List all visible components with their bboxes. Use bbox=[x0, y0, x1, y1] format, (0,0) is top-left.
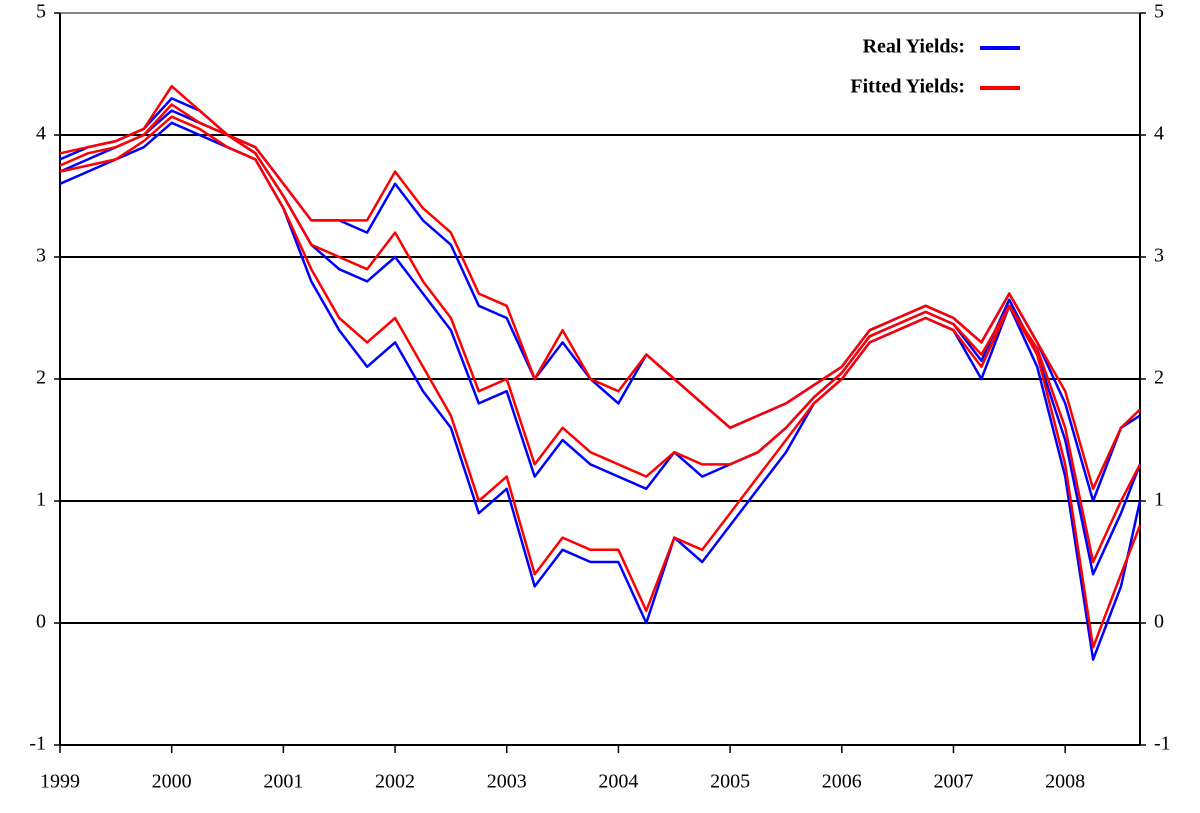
x-tick-label: 2003 bbox=[487, 771, 527, 793]
x-tick-label: 2007 bbox=[933, 771, 973, 793]
legend-label: Fitted Yields: bbox=[850, 76, 965, 98]
x-tick-label: 2002 bbox=[375, 771, 415, 793]
legend-label: Real Yields: bbox=[863, 36, 965, 58]
y2-tick-label: 1 bbox=[1154, 489, 1164, 511]
y2-tick-label: 4 bbox=[1154, 123, 1164, 145]
y-tick-label: 3 bbox=[36, 245, 46, 267]
y-tick-label: -1 bbox=[29, 733, 46, 755]
x-tick-label: 2008 bbox=[1045, 771, 1085, 793]
y2-tick-label: 0 bbox=[1154, 611, 1164, 633]
x-tick-label: 2005 bbox=[710, 771, 750, 793]
yield-line bbox=[59, 97, 1141, 503]
x-tick-label: 2004 bbox=[598, 771, 638, 793]
y-tick-label: 4 bbox=[36, 123, 46, 145]
yield-line bbox=[59, 84, 1141, 491]
x-tick-label: 1999 bbox=[40, 771, 80, 793]
y-tick-label: 2 bbox=[36, 367, 46, 389]
yield-line bbox=[59, 109, 1142, 576]
yield-line bbox=[59, 103, 1142, 564]
yield-line bbox=[59, 121, 1142, 661]
y2-tick-label: -1 bbox=[1154, 733, 1171, 755]
x-tick-label: 2001 bbox=[263, 771, 303, 793]
y2-tick-label: 5 bbox=[1154, 1, 1164, 23]
y-tick-label: 1 bbox=[36, 489, 46, 511]
y2-tick-label: 2 bbox=[1154, 367, 1164, 389]
y-tick-label: 5 bbox=[36, 1, 46, 23]
y2-tick-label: 3 bbox=[1154, 245, 1164, 267]
yield-line bbox=[59, 115, 1142, 649]
x-tick-label: 2000 bbox=[152, 771, 192, 793]
y-tick-label: 0 bbox=[36, 611, 46, 633]
x-tick-label: 2006 bbox=[822, 771, 862, 793]
